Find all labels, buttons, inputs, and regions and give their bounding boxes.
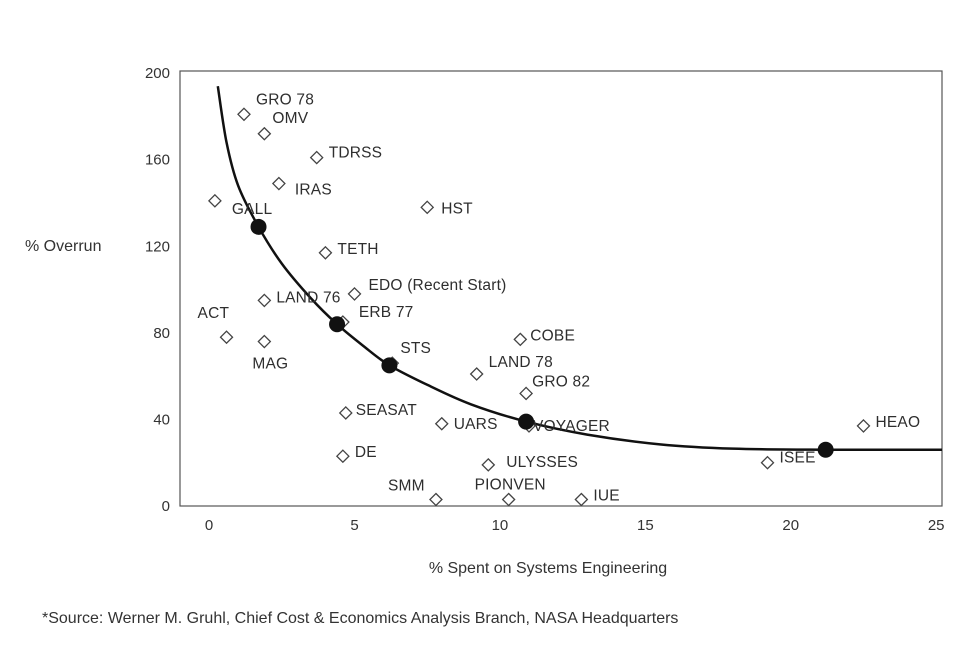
source-note: *Source: Werner M. Gruhl, Chief Cost & E… (42, 610, 679, 627)
marker-pionven (501, 492, 516, 507)
x-tick-0: 0 (205, 517, 213, 534)
label-ulysses: ULYSSES (506, 454, 578, 471)
label-hst: HST (441, 200, 473, 217)
label-iue: IUE (593, 488, 619, 505)
x-tick-10: 10 (492, 517, 509, 534)
marker-uars (434, 416, 449, 431)
y-tick-0: 0 (162, 498, 170, 515)
marker-iras (271, 176, 286, 191)
label-cobe: COBE (530, 327, 575, 344)
marker-heao (856, 419, 871, 433)
marker-teth (318, 245, 333, 260)
y-tick-160: 160 (145, 152, 170, 169)
x-tick-5: 5 (350, 517, 358, 534)
marker-cobe (513, 332, 528, 347)
label-tdrss: TDRSS (329, 145, 383, 162)
trend-curve (216, 85, 943, 452)
y-tick-200: 200 (145, 65, 170, 82)
label-seasat: SEASAT (356, 402, 418, 419)
y-axis-label: % Overrun (25, 238, 101, 255)
marker-iue (574, 492, 589, 507)
x-axis-ticks: 0 5 10 15 20 25 (205, 517, 945, 534)
label-smm: SMM (388, 478, 425, 495)
y-tick-40: 40 (153, 411, 170, 428)
trend-dot-4 (518, 413, 535, 430)
x-tick-25: 25 (928, 517, 945, 534)
marker-tdrss (309, 150, 324, 165)
x-axis-label: % Spent on Systems Engineering (429, 560, 667, 577)
trend-dot-5 (817, 441, 834, 458)
label-omv: OMV (272, 110, 308, 127)
y-tick-80: 80 (153, 325, 170, 342)
marker-act (219, 330, 234, 345)
marker-gall (207, 193, 222, 208)
label-heao: HEAO (875, 414, 920, 431)
marker-omv (257, 126, 272, 141)
marker-edo-recent-start (347, 286, 362, 301)
label-sts: STS (400, 340, 431, 357)
label-pionven: PIONVEN (475, 477, 546, 494)
y-tick-120: 120 (145, 238, 170, 255)
marker-ulysses (481, 457, 496, 472)
marker-de (335, 449, 350, 464)
marker-hst (420, 200, 435, 215)
label-de: DE (355, 444, 377, 461)
plot-frame (179, 70, 943, 507)
label-mag: MAG (252, 356, 288, 373)
data-points: GRO 78 OMV TDRSS IRAS GALL HST TETH EDO (Recent… (198, 91, 920, 507)
label-iras: IRAS (295, 182, 332, 199)
marker-gro-82 (519, 386, 534, 401)
marker-seasat (338, 406, 353, 420)
label-land-76: LAND 76 (276, 289, 340, 306)
y-axis-ticks: 0 40 80 120 160 200 (145, 65, 170, 515)
trend-dot-3 (381, 357, 398, 374)
label-land-78: LAND 78 (489, 354, 553, 371)
trend-points (250, 218, 834, 458)
label-uars: UARS (454, 416, 498, 433)
scatter-chart: 0 40 80 120 160 200 0 5 10 15 20 25 % Overrun % Sp… (25, 65, 945, 577)
trend-dot-1 (250, 218, 267, 235)
label-teth: TETH (337, 241, 378, 258)
marker-mag (257, 334, 272, 349)
marker-land-78 (469, 367, 484, 381)
label-gro-82: GRO 82 (532, 373, 590, 390)
label-gro-78: GRO 78 (256, 91, 314, 108)
x-tick-20: 20 (782, 517, 799, 534)
trend-dot-2 (329, 316, 346, 333)
label-isee: ISEE (779, 450, 815, 467)
label-gall: GALL (232, 201, 273, 218)
marker-smm (429, 492, 443, 507)
x-tick-15: 15 (637, 517, 654, 534)
label-voyager: VOYAGER (533, 418, 610, 435)
label-act: ACT (198, 305, 230, 322)
label-edo-recent-start: EDO (Recent Start) (369, 277, 507, 294)
marker-gro-78 (237, 107, 251, 122)
marker-isee (760, 455, 775, 470)
label-erb-77: ERB 77 (359, 304, 414, 321)
marker-land-76 (257, 293, 272, 308)
